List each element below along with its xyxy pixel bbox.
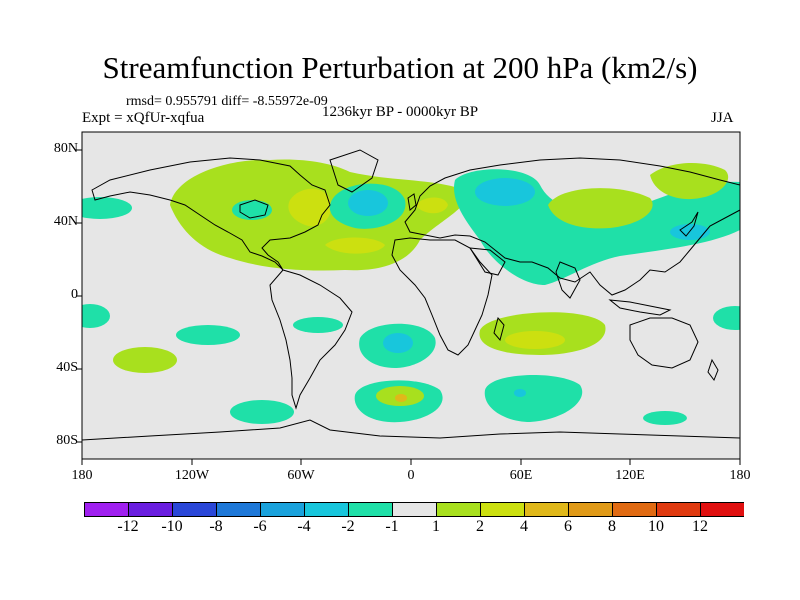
colorbar-label: 4 [520,518,528,535]
colorbar-swatch [524,502,569,517]
xtick-label-120w: 120W [174,468,210,483]
ytick-label-0: 0 [71,287,78,302]
contour-negative-southern-indian-core [514,389,526,397]
contour-positive-indian-ocean-core [505,331,565,349]
colorbar-label: -10 [161,518,183,535]
colorbar-label: 10 [648,518,664,535]
colorbar-swatch [260,502,305,517]
xtick-label-60e: 60E [509,468,533,483]
coast-australia [629,317,699,369]
colorbar-label: 2 [476,518,484,535]
colorbar-label: -4 [297,518,311,535]
colorbar-swatch [612,502,657,517]
colorbar-swatch [568,502,613,517]
ytick-label-40n: 40N [53,214,78,229]
colorbar-label: 1 [432,518,440,535]
colorbar-swatch [304,502,349,517]
contour-positive-central-asia [548,188,653,229]
coast-south-america [269,269,353,410]
coast-japan [679,211,699,237]
season-label: JJA [711,110,734,126]
coast-uk [407,193,417,211]
colorbar-label: -6 [253,518,267,535]
contour-negative-hudson [232,200,272,220]
coast-arabia [469,247,506,276]
colorbar-label: 8 [608,518,616,535]
colorbar-swatch [700,502,744,517]
coast-madagascar [493,316,505,342]
contour-negative-north-atlantic-core [348,190,388,216]
colorbar-swatch [128,502,173,517]
experiment-label: Expt = xQfUr-xqfua [82,110,205,126]
colorbar-label: 12 [692,518,708,535]
colorbar-swatch [480,502,525,517]
ytick-label-80s: 80S [56,433,78,448]
contour-negative-east-asia-core [670,224,710,240]
contour-negative-north-pacific [82,197,132,219]
ytick-label-40s: 40S [56,360,78,375]
contour-positive-southern-atlantic-center [395,394,407,402]
xtick-label-180e: 180 [729,468,751,483]
colorbar-swatch [392,502,437,517]
colorbar-swatch [348,502,393,517]
colorbar-label: -12 [117,518,139,535]
coast-new-zealand [707,358,719,382]
contour-positive-south-pacific [113,347,177,373]
contour-negative-southern-indian [484,374,583,422]
contour-negative-southern-pacific [230,400,294,424]
contour-negative-south-atlantic-core [383,333,413,353]
colorbar-label: 6 [564,518,572,535]
contour-negative-eurasia-core [475,178,535,206]
colorbar-swatch [172,502,217,517]
stats-line: rmsd= 0.955791 diff= -8.55972e-09 [126,94,328,109]
contour-negative-equatorial-pacific-east [713,306,740,330]
xtick-label-180w: 180 [71,468,93,483]
period-label: 1236kyr BP - 0000kyr BP [322,104,479,120]
coast-indonesia [608,299,672,316]
colorbar-swatch [84,502,129,517]
axis-ticks [76,149,741,465]
coast-greenland [329,149,379,193]
xtick-label-0: 0 [407,468,415,483]
plot-title: Streamfunction Perturbation at 200 hPa (… [102,50,698,85]
colorbar-label: -1 [385,518,399,535]
coast-antarctica [82,419,740,441]
contour-negative-east-pacific-south [176,325,240,345]
contour-negative-equatorial-pacific-west [82,304,110,328]
contour-negative-australia-south [643,411,687,425]
coast-india [555,261,581,299]
map-panel [76,131,741,465]
contour-negative-south-america-east [293,317,343,333]
contour-positive-ne-asia [650,163,729,200]
colorbar-label: -8 [209,518,223,535]
ytick-label-80n: 80N [53,141,78,156]
coast-africa [391,237,493,356]
coastlines [82,149,740,441]
xtick-label-60w: 60W [287,468,315,483]
contour-positive-europe-core [415,197,448,214]
colorbar-swatch [216,502,261,517]
contour-positive-atlantic-core [325,237,385,254]
colorbar [84,502,744,517]
colorbar-swatch [656,502,701,517]
colorbar-label: -2 [341,518,355,535]
coast-hudson-bay [239,199,269,219]
contour-positive-na-core [288,188,331,227]
xtick-label-120e: 120E [615,468,645,483]
colorbar-swatch [436,502,481,517]
coast-north-america [91,157,331,271]
coast-eurasia [404,157,740,296]
